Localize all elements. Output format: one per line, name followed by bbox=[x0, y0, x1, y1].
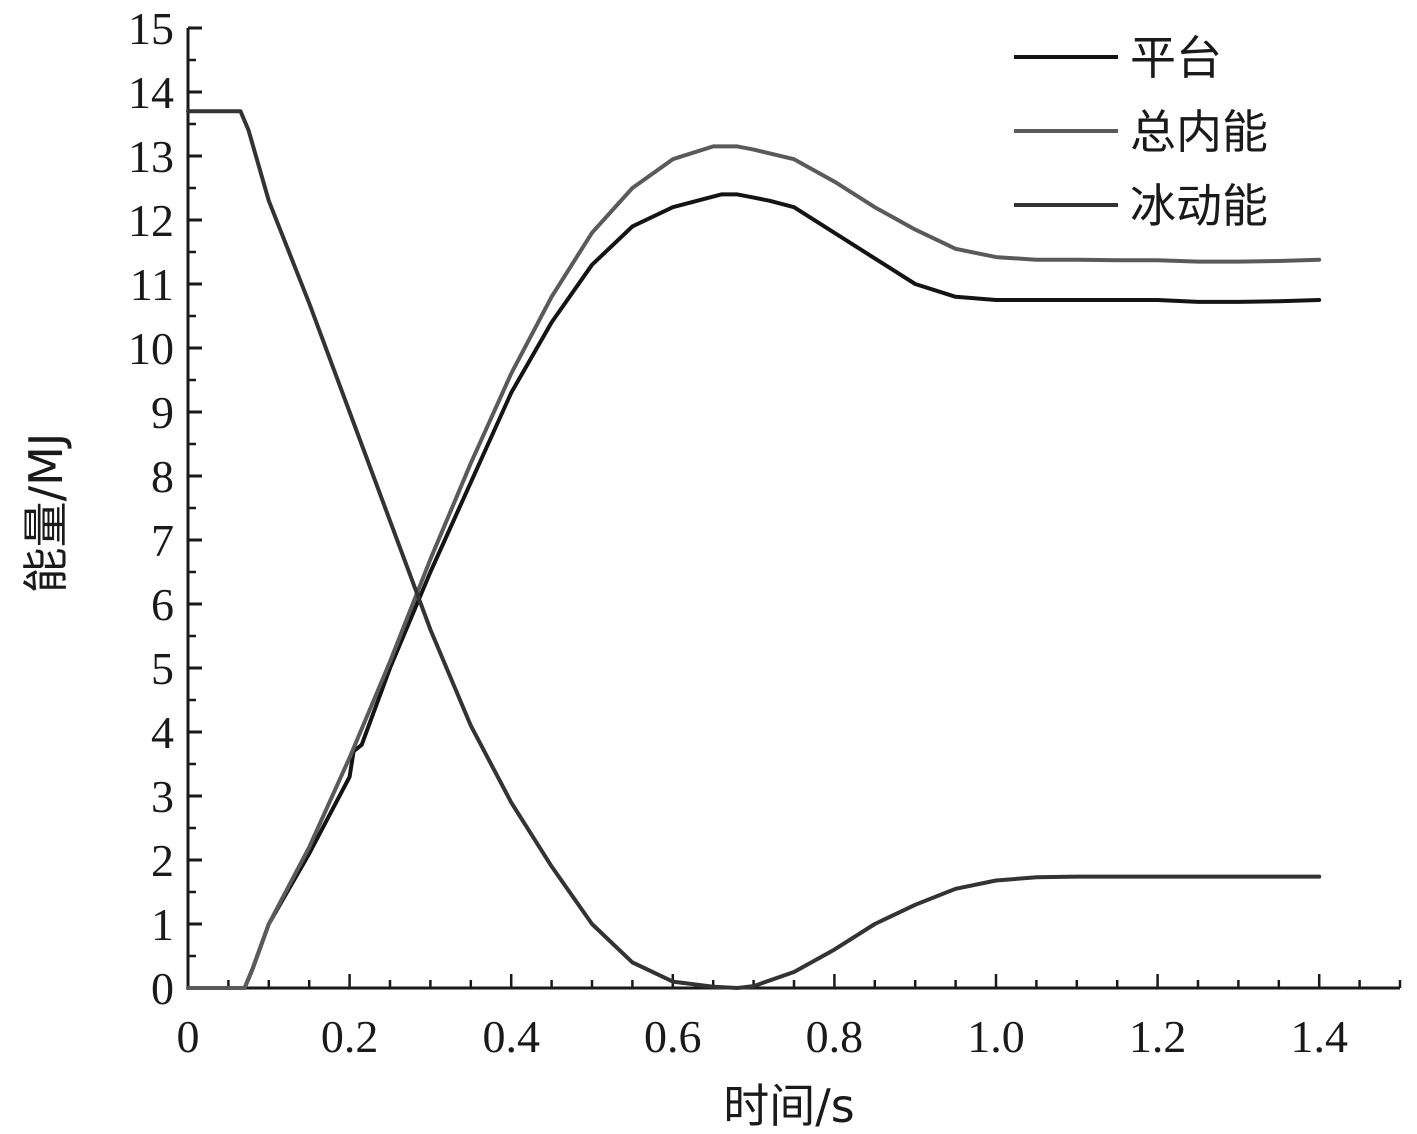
y-tick-label: 9 bbox=[151, 387, 174, 438]
series-line-3 bbox=[186, 109, 1322, 990]
y-tick-label: 13 bbox=[128, 131, 174, 182]
x-tick-label: 0.4 bbox=[482, 1011, 540, 1062]
series-line-1 bbox=[186, 192, 1322, 990]
y-tick-label: 10 bbox=[128, 323, 174, 374]
y-tick-label: 1 bbox=[151, 899, 174, 950]
legend-label: 冰动能 bbox=[1130, 179, 1268, 233]
y-tick-label: 11 bbox=[130, 259, 174, 310]
x-tick-label: 1.2 bbox=[1129, 1011, 1187, 1062]
y-tick-label: 14 bbox=[128, 67, 174, 118]
y-tick-label: 12 bbox=[128, 195, 174, 246]
y-tick-label: 2 bbox=[151, 835, 174, 886]
x-tick-label: 0.8 bbox=[806, 1011, 864, 1062]
x-axis-ticks: 0 0.2 0.4 0.6 0.8 1.0 1.2 1.4 bbox=[177, 974, 1402, 1062]
plot-lines bbox=[186, 109, 1322, 990]
x-tick-label: 0.6 bbox=[644, 1011, 702, 1062]
y-tick-label: 5 bbox=[151, 643, 174, 694]
y-tick-label: 6 bbox=[151, 579, 174, 630]
axes bbox=[186, 28, 1400, 990]
y-tick-label: 8 bbox=[151, 451, 174, 502]
series-line-2 bbox=[186, 144, 1322, 990]
y-axis-title: 能量/MJ bbox=[19, 433, 73, 594]
y-tick-label: 7 bbox=[151, 515, 174, 566]
y-tick-label: 3 bbox=[151, 771, 174, 822]
x-tick-label: 0.2 bbox=[321, 1011, 379, 1062]
x-tick-label: 1.0 bbox=[967, 1011, 1025, 1062]
x-tick-label: 0 bbox=[177, 1011, 200, 1062]
y-tick-label: 15 bbox=[128, 3, 174, 54]
x-axis-title: 时间/s bbox=[723, 1079, 854, 1133]
y-tick-label: 0 bbox=[151, 963, 174, 1014]
y-tick-label: 4 bbox=[151, 707, 174, 758]
x-tick-label: 1.4 bbox=[1290, 1011, 1348, 1062]
legend-label: 总内能 bbox=[1130, 105, 1268, 159]
legend-label: 平台 bbox=[1130, 31, 1222, 85]
